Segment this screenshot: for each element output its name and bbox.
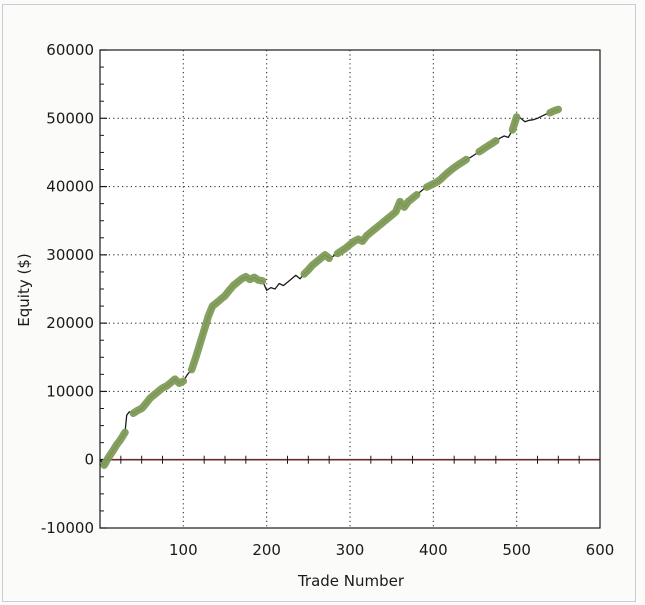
x-axis-title: Trade Number bbox=[297, 572, 405, 590]
y-tick-label: 60000 bbox=[46, 41, 94, 59]
y-tick-label: 40000 bbox=[46, 178, 94, 196]
y-axis-tick-labels: 60000 50000 40000 30000 20000 10000 0 -10000 bbox=[41, 41, 94, 537]
x-axis-tick-labels: 100 200 300 400 500 600 bbox=[169, 541, 614, 559]
winning-streak-segment bbox=[300, 251, 333, 278]
x-tick-label: 200 bbox=[252, 541, 281, 559]
winning-streak-segment bbox=[508, 113, 521, 134]
winning-streak-segment bbox=[187, 272, 267, 374]
winning-streak-segment bbox=[546, 105, 563, 117]
x-tick-label: 100 bbox=[169, 541, 198, 559]
x-tick-label: 300 bbox=[336, 541, 365, 559]
winning-streak-segment bbox=[422, 155, 471, 191]
y-tick-label: -10000 bbox=[41, 519, 94, 537]
figure-frame bbox=[2, 4, 636, 602]
winning-streak-segment bbox=[333, 191, 421, 258]
winning-streak-segment bbox=[129, 375, 188, 418]
x-tick-label: 600 bbox=[586, 541, 615, 559]
y-tick-label: 20000 bbox=[46, 314, 94, 332]
winning-streak-segment bbox=[100, 428, 129, 469]
y-tick-label: 10000 bbox=[46, 382, 94, 400]
y-axis-title: Equity ($) bbox=[15, 253, 33, 326]
grid bbox=[100, 50, 600, 528]
x-tick-label: 500 bbox=[502, 541, 531, 559]
plot-area-border bbox=[99, 49, 601, 529]
y-tick-label: 30000 bbox=[46, 246, 94, 264]
x-tick-label: 400 bbox=[419, 541, 448, 559]
y-tick-label: 0 bbox=[84, 451, 94, 469]
y-tick-label: 50000 bbox=[46, 109, 94, 127]
winning-streak-segment bbox=[475, 137, 500, 156]
series-equity bbox=[99, 105, 563, 469]
